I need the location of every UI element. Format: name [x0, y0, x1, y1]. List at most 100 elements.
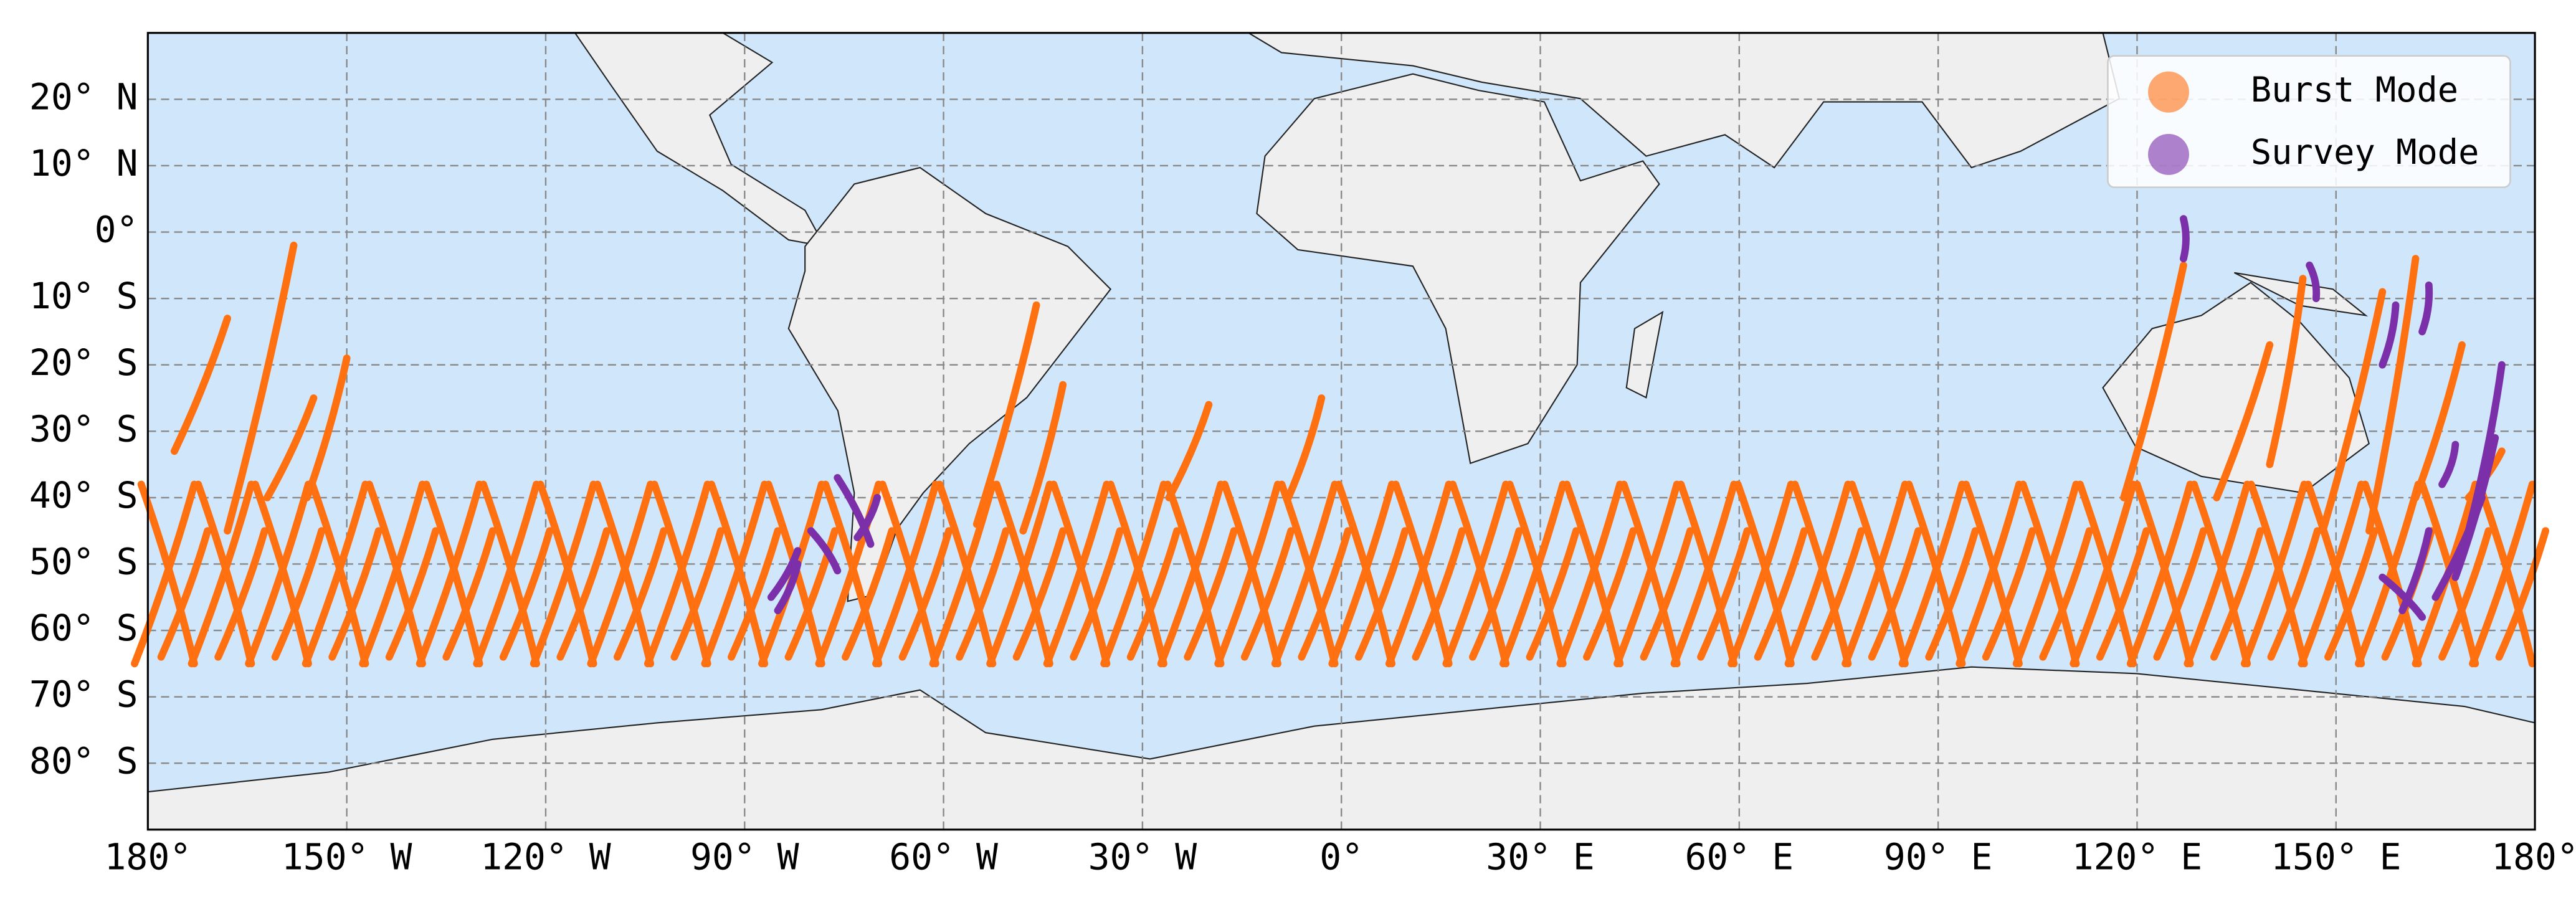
x-tick-label: 60° E	[1685, 835, 1794, 878]
orbit-track	[1677, 480, 1738, 668]
orbit-track	[956, 527, 1010, 661]
orbit-track	[2304, 480, 2365, 668]
x-tick-label: 30° E	[1486, 835, 1595, 878]
orbit-track	[2365, 255, 2420, 535]
orbit-track	[650, 480, 711, 668]
orbit-track	[271, 527, 326, 661]
north-america	[573, 32, 826, 248]
ticks: 180° 150° W 120° W 90° W 60° W 30° W 0° 30° E 60…	[29, 76, 2576, 878]
orbit-track	[1220, 480, 1281, 668]
orbit-track	[1982, 527, 2037, 661]
orbit-track	[442, 527, 497, 661]
orbit-track	[1106, 480, 1167, 668]
orbit-track	[2324, 527, 2379, 661]
orbit-track	[1012, 527, 1067, 661]
orbit-track	[328, 527, 383, 661]
orbit-track	[1734, 480, 1795, 668]
x-tick-label: 150° E	[2271, 835, 2402, 878]
orbit-track	[774, 560, 802, 615]
orbit-track	[2180, 215, 2190, 263]
orbit-track	[972, 301, 1040, 528]
y-tick-label: 10° N	[29, 142, 138, 184]
orbit-track	[2412, 341, 2466, 501]
orbit-track	[708, 480, 769, 668]
madagascar	[1625, 311, 1664, 399]
orbit-track	[1469, 527, 1523, 661]
orbit-track	[2438, 527, 2493, 661]
orbit-track	[479, 480, 540, 668]
orbit-track	[2319, 288, 2387, 535]
orbit-track	[2039, 527, 2093, 661]
orbit-track	[2267, 527, 2321, 661]
orbit-track	[157, 527, 212, 661]
orbit-track	[1868, 527, 1922, 661]
orbit-track	[1298, 527, 1352, 661]
orbit-track	[2120, 261, 2187, 501]
africa	[1256, 73, 1660, 465]
orbit-track	[2247, 480, 2308, 668]
orbit-track	[1563, 480, 1624, 668]
orbit-track	[251, 480, 312, 668]
eurasia	[1246, 32, 2121, 169]
orbit-track	[1526, 527, 1580, 661]
orbit-track	[2495, 527, 2550, 661]
orbit-track	[2306, 261, 2321, 303]
orbit-track	[822, 480, 883, 668]
orbit-track	[613, 527, 668, 661]
orbit-track	[385, 527, 440, 661]
y-tick-label: 30° S	[29, 407, 138, 450]
x-tick-label: 120° E	[2072, 835, 2203, 878]
y-tick-label: 60° S	[29, 607, 138, 649]
orbit-track	[2379, 573, 2426, 621]
x-tick-label: 150° W	[282, 835, 412, 878]
orbit-track	[807, 527, 842, 575]
orbit-track	[308, 480, 369, 668]
x-tick-label: 30° W	[1088, 835, 1197, 878]
orbit-track	[2475, 480, 2536, 668]
orbit-track	[1449, 480, 1510, 668]
orbit-track	[1019, 381, 1067, 535]
y-tick-label: 40° S	[29, 474, 138, 516]
tracks	[131, 215, 2550, 668]
orbit-track	[2379, 301, 2400, 369]
orbit-track	[767, 547, 802, 601]
legend-label: Survey Mode	[2251, 133, 2479, 173]
orbit-track	[1506, 480, 1567, 668]
orbit-track	[1412, 527, 1466, 661]
orbit-track	[1791, 480, 1852, 668]
orbit-track	[2418, 281, 2433, 336]
orbit-track	[2266, 275, 2307, 468]
orbit-track	[2213, 341, 2274, 501]
orbit-track	[194, 480, 255, 668]
orbit-track	[1754, 527, 1808, 661]
x-tick-label: 90° E	[1884, 835, 1993, 878]
orbit-track	[2153, 527, 2207, 661]
orbit-track	[2133, 480, 2194, 668]
south-america	[787, 166, 1112, 602]
orbit-track	[2190, 480, 2251, 668]
orbit-track	[1905, 480, 1966, 668]
orbit-track	[834, 473, 875, 548]
orbit-track	[1848, 480, 1909, 668]
x-tick-label: 120° W	[480, 835, 611, 878]
grid	[147, 32, 2536, 830]
orbit-track	[594, 480, 655, 668]
y-tick-label: 20° S	[29, 341, 138, 384]
orbit-track	[2438, 440, 2460, 488]
x-tick-label: 90° W	[690, 835, 799, 878]
orbit-track	[1285, 394, 1326, 501]
orbit-track	[1620, 480, 1681, 668]
legend-marker	[2148, 71, 2189, 113]
orbit-track	[1640, 527, 1694, 661]
orbit-track	[214, 527, 269, 661]
orbit-track	[728, 527, 782, 661]
orbit-track	[1164, 480, 1225, 668]
orbit-track	[2076, 480, 2137, 668]
y-tick-label: 80° S	[29, 739, 138, 782]
orbit-track	[499, 527, 554, 661]
orbit-track	[1583, 527, 1637, 661]
orbit-track	[1354, 527, 1409, 661]
orbit-track	[170, 315, 231, 455]
orbit-track	[1392, 480, 1453, 668]
legend-box	[2107, 55, 2511, 189]
